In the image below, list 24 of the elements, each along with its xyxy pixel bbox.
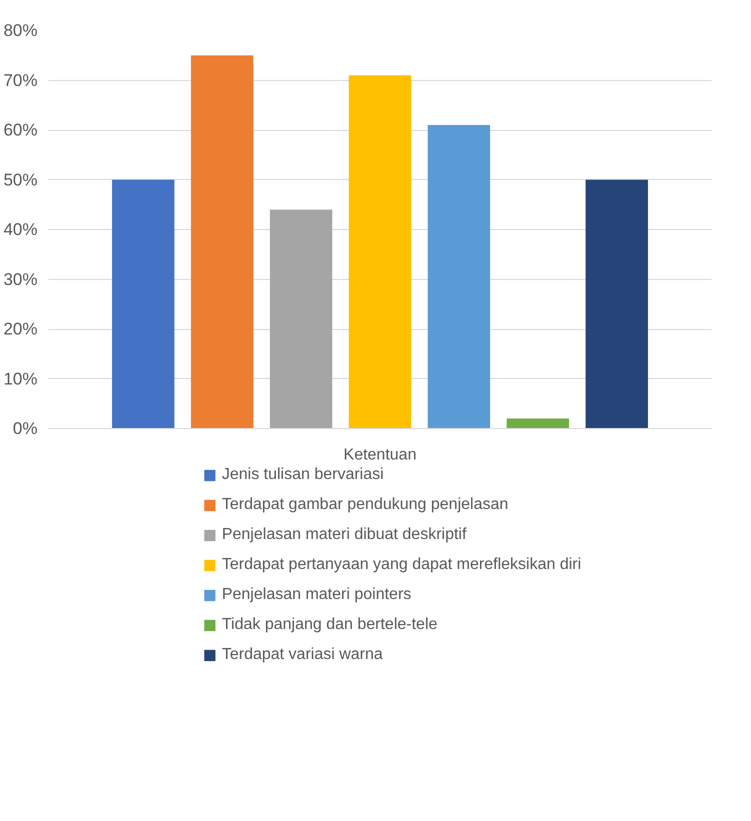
legend-label: Terdapat gambar pendukung penjelasan xyxy=(222,496,508,514)
y-tick-label: 40% xyxy=(3,220,38,239)
y-tick-label: 0% xyxy=(12,419,38,438)
bar xyxy=(112,180,174,428)
bar xyxy=(270,210,332,428)
y-tick-label: 70% xyxy=(3,70,38,90)
y-tick-label: 50% xyxy=(3,170,38,190)
legend-label: Tidak panjang dan bertele-tele xyxy=(222,616,438,634)
bar xyxy=(586,180,648,428)
bar xyxy=(190,55,254,428)
bar xyxy=(348,75,412,428)
legend-label: Terdapat variasi warna xyxy=(222,646,383,664)
legend-label: Penjelasan materi dibuat deskriptif xyxy=(222,526,466,544)
legend-label: Penjelasan materi pointers xyxy=(222,586,412,604)
bar xyxy=(506,418,570,428)
y-tick-label: 60% xyxy=(3,120,38,140)
x-tick-label: Ketentuan xyxy=(344,446,416,464)
legend-label: Jenis tulisan bervariasi xyxy=(222,466,384,484)
y-tick-label: 80% xyxy=(3,21,38,40)
y-tick-label: 10% xyxy=(3,369,38,388)
legend-label: Terdapat pertanyaan yang dapat merefleksikan diri xyxy=(222,556,582,574)
bar xyxy=(428,125,490,428)
y-tick-label: 20% xyxy=(3,320,38,338)
y-tick-label: 30% xyxy=(3,270,38,289)
